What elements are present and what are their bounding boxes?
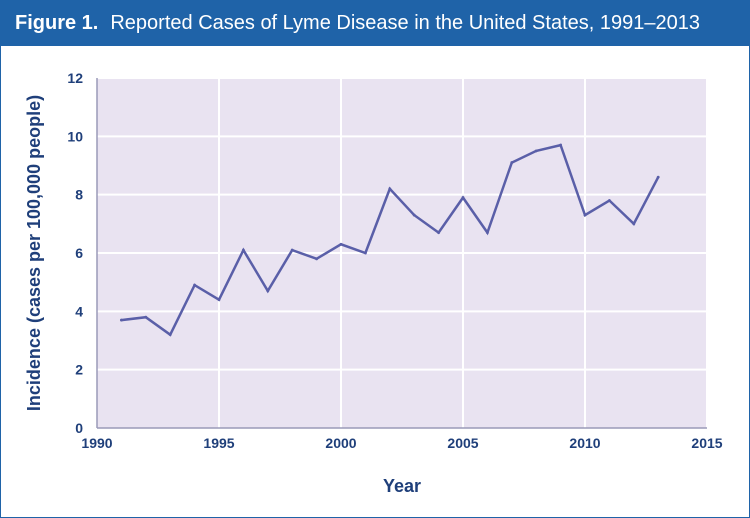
data-point [120, 318, 123, 322]
data-point [412, 213, 416, 217]
data-point [168, 333, 172, 337]
grid-lines [97, 77, 708, 428]
y-axis-title: Incidence (cases per 100,000 people) [24, 95, 44, 411]
data-point [608, 199, 611, 202]
y-tick-label: 0 [75, 420, 83, 436]
data-point [388, 187, 392, 191]
figure-label: Figure 1. [15, 12, 99, 34]
x-tick-label: 2010 [569, 435, 600, 451]
tick-labels: 0 2 4 6 8 10 12 1990 1995 2000 2005 2010 2015 [67, 70, 722, 451]
y-tick-label: 8 [75, 187, 83, 203]
data-point [437, 231, 440, 234]
data-point [656, 175, 660, 179]
y-tick-label: 4 [75, 303, 83, 319]
figure-header: Figure 1. Reported Cases of Lyme Disease… [1, 1, 749, 46]
data-point [583, 213, 587, 217]
y-tick-label: 10 [67, 128, 83, 144]
figure-title: Reported Cases of Lyme Disease in the Un… [110, 12, 700, 34]
data-point [510, 161, 514, 164]
data-point [266, 289, 270, 293]
x-axis-title: Year [383, 476, 421, 496]
data-point [364, 251, 367, 255]
y-tick-label: 6 [75, 245, 83, 261]
y-tick-label: 12 [67, 70, 83, 86]
data-point [217, 298, 221, 302]
series-layer [120, 143, 660, 337]
axes [96, 78, 707, 429]
data-point [559, 143, 562, 147]
data-point [486, 231, 489, 234]
data-point [339, 242, 343, 246]
data-point [290, 248, 294, 252]
data-point [144, 315, 148, 319]
data-point [632, 222, 636, 226]
y-tick-label: 2 [75, 362, 83, 378]
x-tick-label: 1995 [203, 435, 234, 451]
x-tick-label: 2000 [325, 435, 356, 451]
x-tick-label: 2005 [447, 435, 478, 451]
data-point [193, 283, 197, 287]
data-point [461, 196, 465, 199]
data-point [242, 248, 245, 252]
x-tick-label: 2015 [691, 435, 722, 451]
data-point [534, 149, 538, 153]
x-tick-label: 1990 [81, 435, 112, 451]
data-point [315, 257, 318, 261]
